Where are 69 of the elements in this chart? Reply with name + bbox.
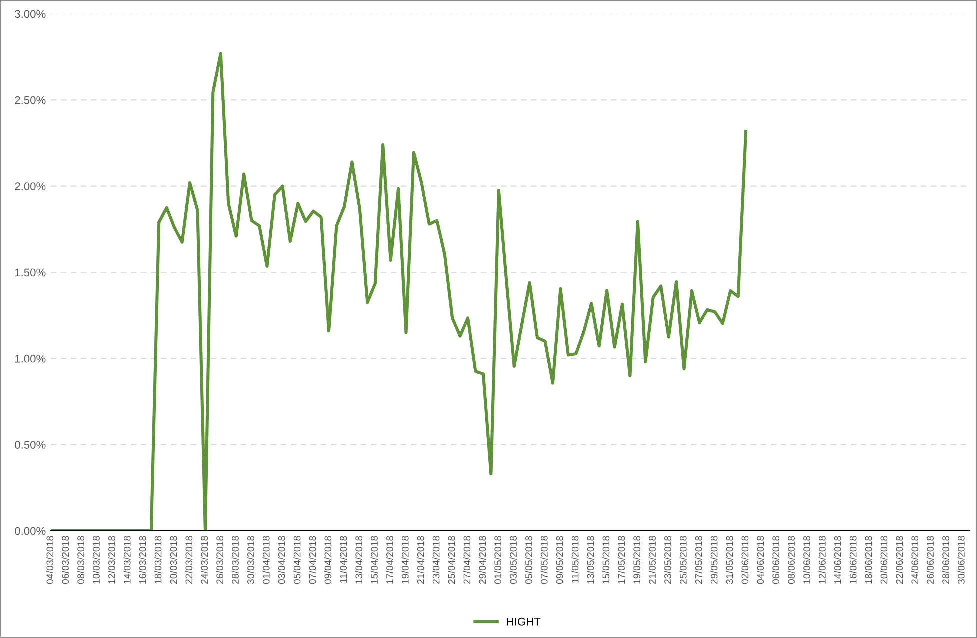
x-tick-label: 04/06/2018	[756, 536, 764, 584]
x-tick-label: 28/06/2018	[942, 536, 950, 584]
x-tick-label: 15/04/2018	[370, 536, 378, 584]
x-tick-label: 27/04/2018	[463, 536, 471, 584]
x-tick-label: 29/05/2018	[710, 536, 718, 584]
x-tick-label: 02/06/2018	[742, 536, 749, 584]
x-tick-label: 29/04/2018	[478, 536, 486, 584]
y-tick-label: 1.50%	[15, 268, 46, 277]
x-tick-label: 27/05/2018	[695, 536, 702, 584]
x-tick-label: 01/04/2018	[262, 536, 270, 584]
x-tick-label: 08/03/2018	[77, 536, 84, 584]
x-tick-label: 30/03/2018	[247, 536, 254, 584]
x-tick-label: 12/03/2018	[108, 536, 116, 584]
x-tick-label: 15/05/2018	[602, 536, 610, 584]
x-tick-label: 16/06/2018	[850, 536, 857, 584]
x-tick-label: 20/06/2018	[880, 536, 888, 584]
x-tick-label: 18/06/2018	[865, 536, 872, 584]
x-tick-label: 01/05/2018	[494, 536, 502, 584]
x-tick-label: 14/06/2018	[834, 536, 842, 584]
x-tick-label: 12/06/2018	[818, 536, 826, 584]
x-tick-label: 23/05/2018	[664, 536, 672, 584]
x-tick-label: 11/05/2018	[572, 536, 579, 584]
x-tick-label: 25/05/2018	[680, 536, 687, 584]
x-tick-label: 24/03/2018	[200, 536, 208, 584]
x-tick-label: 13/04/2018	[355, 536, 363, 584]
y-tick-label: 3.00%	[15, 10, 46, 18]
x-tick-label: 05/04/2018	[294, 536, 301, 584]
y-tick-label: 0.00%	[15, 527, 46, 536]
x-tick-label: 07/05/2018	[540, 536, 548, 584]
x-tick-label: 10/06/2018	[803, 536, 810, 584]
x-tick-label: 26/03/2018	[216, 536, 224, 584]
x-tick-label: 07/04/2018	[309, 536, 316, 584]
legend-label: HIGHT	[507, 618, 541, 626]
x-tick-label: 06/03/2018	[62, 536, 70, 584]
x-tick-label: 31/05/2018	[726, 536, 734, 584]
x-tick-label: 06/06/2018	[772, 536, 780, 584]
x-tick-label: 04/03/2018	[46, 536, 54, 584]
x-tick-label: 23/04/2018	[432, 536, 440, 584]
x-tick-label: 21/04/2018	[417, 536, 424, 584]
x-tick-label: 21/05/2018	[648, 536, 656, 584]
x-tick-label: 22/06/2018	[896, 536, 904, 584]
x-tick-label: 13/05/2018	[587, 536, 594, 584]
x-tick-label: 03/04/2018	[278, 536, 286, 584]
x-tick-label: 26/06/2018	[926, 536, 934, 584]
x-tick-label: 05/05/2018	[525, 536, 532, 584]
x-tick-label: 24/06/2018	[911, 536, 919, 584]
x-tick-label: 28/03/2018	[232, 536, 239, 584]
x-tick-label: 19/04/2018	[402, 536, 409, 584]
line-series	[51, 52, 748, 531]
x-tick-label: 03/05/2018	[510, 536, 517, 584]
x-tick-label: 19/05/2018	[633, 536, 641, 584]
x-tick-label: 20/03/2018	[170, 536, 178, 584]
x-tick-label: 30/06/2018	[958, 536, 965, 584]
y-tick-label: 2.50%	[15, 96, 46, 104]
x-tick-label: 25/04/2018	[448, 536, 456, 584]
x-tick-label: 14/03/2018	[124, 536, 131, 584]
x-tick-label: 17/04/2018	[386, 536, 394, 584]
y-tick-label: 0.50%	[15, 441, 46, 449]
y-tick-label: 1.00%	[15, 354, 46, 363]
x-tick-label: 09/05/2018	[556, 536, 564, 584]
x-tick-label: 22/03/2018	[185, 536, 193, 584]
x-tick-label: 17/05/2018	[618, 536, 626, 584]
x-tick-label: 09/04/2018	[324, 536, 332, 584]
y-tick-label: 2.00%	[15, 182, 46, 190]
x-tick-label: 11/04/2018	[340, 536, 348, 584]
x-tick-label: 16/03/2018	[139, 536, 146, 584]
x-tick-label: 18/03/2018	[154, 536, 162, 584]
x-tick-label: 10/03/2018	[92, 536, 100, 584]
x-tick-label: 08/06/2018	[788, 536, 795, 584]
